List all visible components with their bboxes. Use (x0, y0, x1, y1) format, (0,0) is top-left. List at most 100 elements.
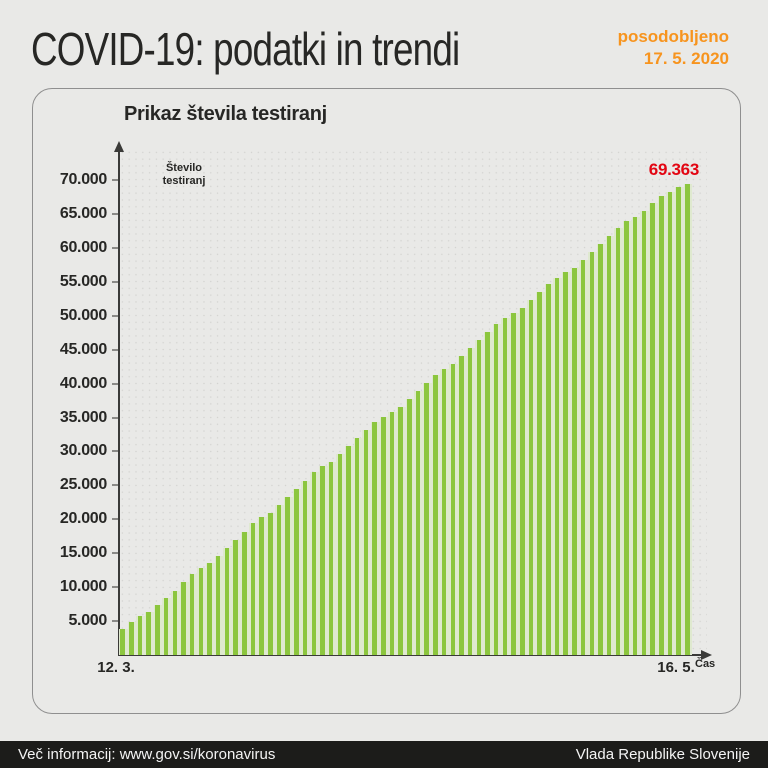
y-tick-mark (112, 450, 118, 453)
y-tick-label: 50.000 (59, 306, 107, 324)
y-axis-title: Število testiranj (159, 162, 209, 188)
y-tick-mark (112, 518, 118, 521)
bar (318, 180, 328, 655)
y-tick-mark (112, 416, 118, 419)
bar (179, 180, 189, 655)
bar (284, 180, 293, 655)
bar (492, 180, 502, 655)
bar (431, 180, 441, 655)
bar (336, 180, 345, 655)
y-axis-arrow-icon (114, 141, 124, 152)
y-tick-label: 70.000 (59, 171, 107, 188)
x-axis-first-tick: 12. 3. (97, 659, 135, 676)
bar (405, 180, 415, 655)
bar (145, 180, 154, 655)
updated-date: 17. 5. 2020 (643, 49, 729, 68)
y-tick-label: 30.000 (59, 442, 107, 460)
bar (214, 180, 224, 655)
bar (605, 180, 615, 655)
bar (588, 180, 597, 655)
y-tick-label: 40.000 (59, 374, 107, 392)
bar (483, 180, 493, 655)
bar (666, 180, 675, 655)
bar (266, 180, 276, 655)
y-axis-title-line1: Število (165, 162, 203, 174)
y-axis-title-line2: testiranj (162, 175, 206, 187)
bar (353, 180, 363, 655)
x-axis-title: Čas (695, 658, 716, 670)
y-tick-label: 10.000 (59, 578, 107, 596)
bar (553, 180, 563, 655)
y-tick-label: 45.000 (59, 340, 107, 358)
bar (596, 180, 606, 655)
bar (640, 180, 649, 655)
y-tick-mark (112, 179, 118, 181)
bar (162, 180, 172, 655)
bars (119, 180, 693, 655)
bar (475, 180, 484, 655)
bar (579, 180, 589, 655)
bar (249, 180, 258, 655)
bar (240, 180, 250, 655)
y-tick-label: 20.000 (59, 510, 107, 528)
updated-label: posodobljeno (617, 27, 729, 46)
footer-link[interactable]: Več informacij: www.gov.si/koronavirus (18, 746, 276, 763)
peak-value-label: 69.363 (648, 160, 700, 179)
bar (136, 180, 146, 655)
bar (188, 180, 198, 655)
y-tick-mark (112, 552, 118, 555)
y-tick-mark (112, 212, 118, 215)
bar (466, 180, 476, 655)
chart-title: Prikaz števila testiranj (124, 103, 327, 125)
bar (362, 180, 371, 655)
bar (614, 180, 623, 655)
bar (397, 180, 406, 655)
updated-badge: posodobljeno 17. 5. 2020 (618, 26, 729, 70)
bar (310, 180, 319, 655)
y-tick-mark (112, 586, 118, 589)
bar (501, 180, 510, 655)
y-tick-label: 5.000 (68, 612, 107, 630)
y-tick-label: 15.000 (59, 544, 107, 562)
bar (388, 180, 397, 655)
bar (622, 180, 632, 655)
footer-bar: Več informacij: www.gov.si/koronavirus V… (0, 741, 768, 768)
bar (153, 180, 163, 655)
bar (171, 180, 180, 655)
y-tick-mark (112, 484, 118, 487)
bar (205, 180, 215, 655)
bar (631, 180, 641, 655)
bar (275, 180, 285, 655)
y-tick-label: 35.000 (59, 408, 107, 426)
footer-attribution: Vlada Republike Slovenije (575, 746, 750, 763)
bar (518, 180, 528, 655)
bar (370, 180, 380, 655)
bar (327, 180, 337, 655)
bar (527, 180, 536, 655)
x-axis-line (118, 654, 703, 656)
y-axis-line (118, 151, 120, 655)
x-axis-arrow-icon (701, 650, 712, 660)
y-tick-label: 55.000 (59, 272, 107, 290)
bar (414, 180, 424, 655)
bar (440, 180, 450, 655)
bar (570, 180, 580, 655)
bar (231, 180, 241, 655)
y-tick-label: 60.000 (59, 238, 107, 256)
bar (301, 180, 311, 655)
bar (657, 180, 667, 655)
y-tick-mark (112, 620, 118, 623)
bar (562, 180, 571, 655)
bar (675, 180, 684, 655)
bar (509, 180, 519, 655)
bar (683, 180, 693, 655)
y-tick-mark (112, 314, 118, 317)
bar (292, 180, 302, 655)
y-tick-label: 25.000 (59, 476, 107, 494)
x-axis-last-tick: 16. 5. (657, 659, 695, 676)
chart-panel: Prikaz števila testiranj Število testira… (32, 88, 741, 714)
y-tick-label: 65.000 (59, 204, 107, 222)
bar (119, 180, 128, 655)
y-tick-mark (112, 280, 118, 283)
